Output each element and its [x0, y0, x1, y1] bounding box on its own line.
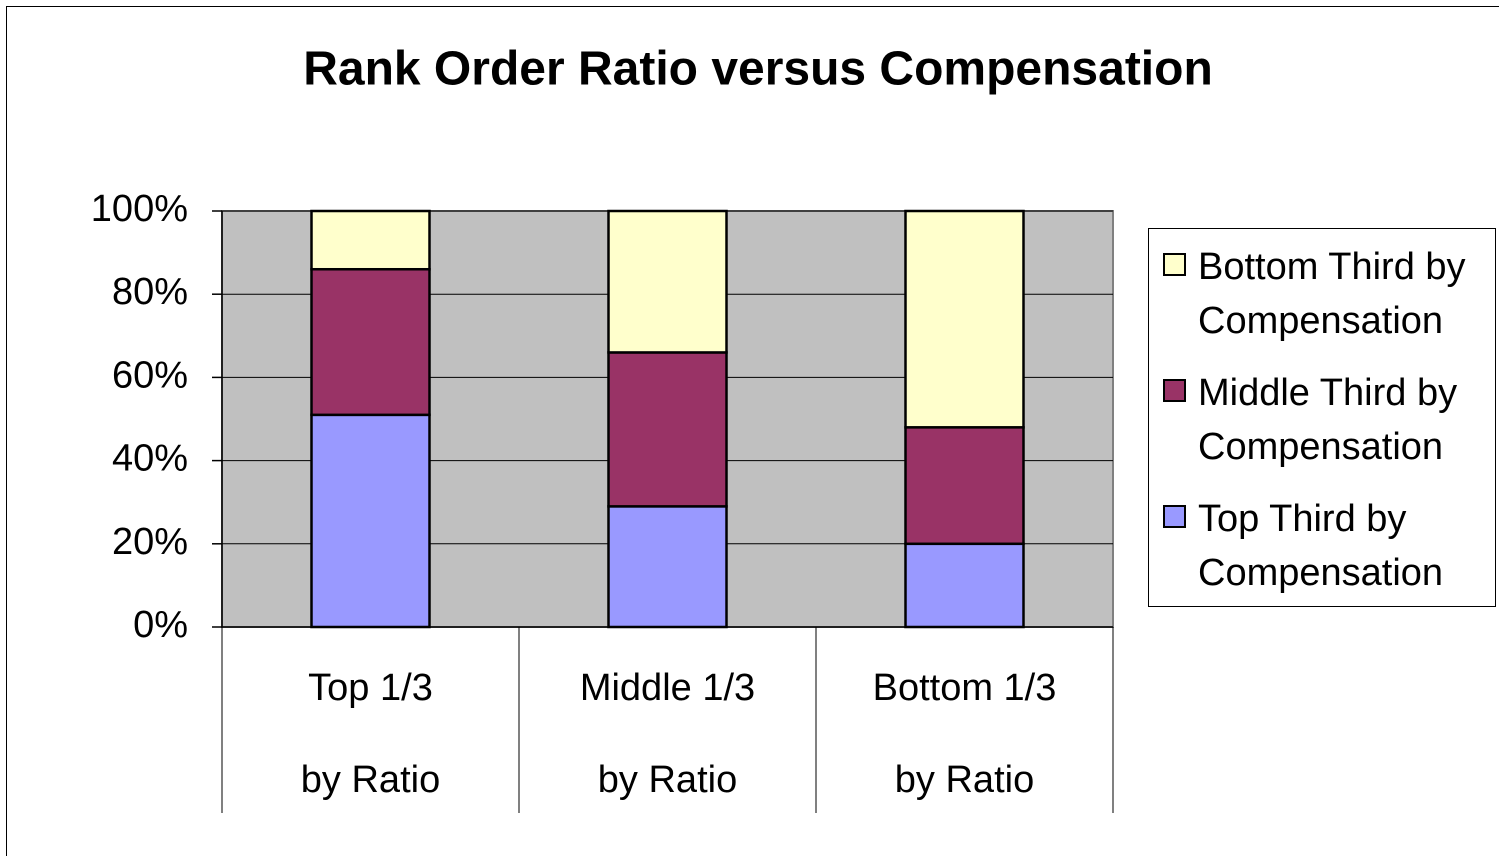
chart-title: Rank Order Ratio versus Compensation [303, 43, 1213, 96]
legend-swatch [1163, 505, 1186, 528]
x-tick-label: by Ratio [895, 759, 1034, 801]
y-tick-label: 60% [112, 354, 188, 396]
legend-box [1148, 228, 1496, 607]
legend-swatch [1163, 379, 1186, 402]
x-tick-label: Bottom 1/3 [873, 667, 1057, 709]
y-tick-label: 0% [133, 604, 188, 646]
bar-segment [904, 542, 1025, 629]
bar-segment [310, 413, 431, 629]
bar-segment [607, 351, 728, 508]
x-tick-label: Middle 1/3 [580, 667, 755, 709]
y-tick-label: 20% [112, 521, 188, 563]
y-tick-label: 80% [112, 271, 188, 313]
bar-segment [607, 505, 728, 629]
x-tick-label: by Ratio [598, 759, 737, 801]
bar-segment [904, 209, 1025, 429]
legend-swatch [1163, 253, 1186, 276]
legend-label: Middle Third by Compensation [1198, 372, 1458, 468]
x-tick-label: by Ratio [301, 759, 440, 801]
bar-segment [310, 267, 431, 417]
bar-segment [607, 209, 728, 354]
legend-label: Bottom Third by Compensation [1198, 246, 1466, 342]
y-tick-label: 100% [91, 188, 188, 230]
y-tick-label: 40% [112, 438, 188, 480]
bar-segment [904, 426, 1025, 546]
x-tick-label: Top 1/3 [308, 667, 433, 709]
bar-segment [310, 209, 431, 271]
legend-label: Top Third by Compensation [1198, 498, 1444, 594]
